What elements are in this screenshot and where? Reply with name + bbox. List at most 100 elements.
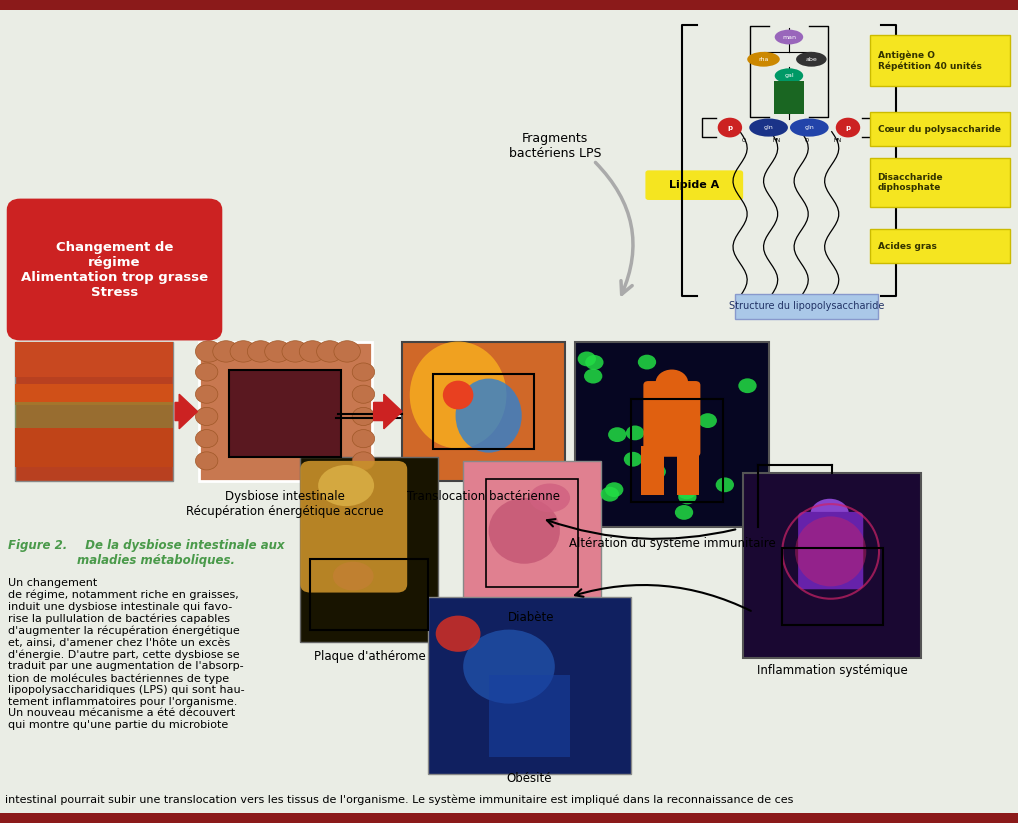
- Text: Translocation bactérienne: Translocation bactérienne: [407, 490, 560, 503]
- Ellipse shape: [775, 68, 803, 83]
- Text: intestinal pourrait subir une translocation vers les tissus de l'organisme. Le s: intestinal pourrait subir une translocat…: [5, 794, 793, 805]
- Text: Acides gras: Acides gras: [878, 242, 937, 250]
- FancyBboxPatch shape: [798, 512, 863, 589]
- Text: gln: gln: [804, 125, 814, 130]
- Bar: [433, 374, 534, 449]
- Circle shape: [624, 452, 642, 467]
- FancyArrow shape: [175, 394, 197, 429]
- Bar: [15, 342, 173, 377]
- Circle shape: [195, 430, 218, 448]
- Circle shape: [584, 369, 603, 384]
- Bar: [0, 813, 1018, 823]
- Bar: [743, 473, 921, 658]
- Bar: [774, 81, 804, 114]
- Text: Lipide A: Lipide A: [669, 180, 720, 190]
- Circle shape: [676, 395, 694, 410]
- Circle shape: [698, 413, 717, 428]
- Text: gal: gal: [784, 73, 794, 78]
- Circle shape: [317, 341, 343, 362]
- Text: HN: HN: [773, 138, 781, 143]
- Bar: [782, 548, 883, 625]
- Circle shape: [675, 505, 693, 520]
- Circle shape: [626, 425, 644, 440]
- Text: Obésité: Obésité: [507, 772, 552, 785]
- Circle shape: [247, 341, 274, 362]
- Bar: [631, 399, 723, 502]
- FancyBboxPatch shape: [735, 294, 878, 319]
- Text: Fragments
bactériens LPS: Fragments bactériens LPS: [509, 132, 601, 160]
- Circle shape: [352, 363, 375, 381]
- Bar: [15, 402, 173, 433]
- Bar: [489, 675, 570, 757]
- Text: p: p: [727, 124, 733, 131]
- Text: O: O: [805, 138, 809, 143]
- Text: Changement de
régime
Alimentation trop grasse
Stress: Changement de régime Alimentation trop g…: [21, 240, 208, 299]
- Circle shape: [585, 355, 604, 370]
- Circle shape: [436, 616, 480, 652]
- Ellipse shape: [489, 498, 560, 564]
- Circle shape: [601, 486, 619, 501]
- Bar: [15, 384, 173, 405]
- Text: HN: HN: [834, 138, 842, 143]
- Text: Cœur du polysaccharide: Cœur du polysaccharide: [878, 125, 1001, 133]
- Circle shape: [836, 118, 860, 137]
- Circle shape: [213, 341, 239, 362]
- Text: gln: gln: [764, 125, 774, 130]
- Text: rha: rha: [758, 57, 769, 62]
- Circle shape: [334, 341, 360, 362]
- Circle shape: [195, 452, 218, 470]
- Bar: [870, 35, 1010, 86]
- Circle shape: [299, 341, 326, 362]
- Ellipse shape: [775, 30, 803, 44]
- Text: Plaque d'athérome: Plaque d'athérome: [314, 650, 426, 663]
- Bar: [428, 597, 631, 774]
- Circle shape: [230, 341, 257, 362]
- Circle shape: [352, 452, 375, 470]
- Bar: [310, 560, 428, 630]
- Bar: [486, 479, 578, 587]
- FancyBboxPatch shape: [643, 381, 700, 457]
- Text: p: p: [845, 124, 851, 131]
- FancyBboxPatch shape: [8, 200, 221, 339]
- Bar: [870, 229, 1010, 263]
- Circle shape: [647, 464, 666, 479]
- Ellipse shape: [795, 517, 866, 586]
- Circle shape: [677, 485, 695, 500]
- Circle shape: [195, 363, 218, 381]
- Ellipse shape: [529, 484, 570, 512]
- Bar: [641, 446, 664, 495]
- Bar: [0, 0, 1018, 10]
- Text: Diabète: Diabète: [508, 611, 555, 624]
- Ellipse shape: [810, 499, 849, 530]
- Bar: [402, 342, 565, 481]
- Text: Figure 2.: Figure 2.: [8, 539, 67, 552]
- Bar: [575, 342, 769, 527]
- Text: Disaccharide
diphosphate: Disaccharide diphosphate: [878, 173, 943, 193]
- Ellipse shape: [796, 52, 827, 67]
- Circle shape: [638, 355, 657, 370]
- Ellipse shape: [790, 119, 829, 137]
- Circle shape: [352, 407, 375, 425]
- Bar: [15, 342, 173, 481]
- Text: Antigène O
Répétition 40 unités: Antigène O Répétition 40 unités: [878, 51, 981, 71]
- FancyBboxPatch shape: [300, 461, 407, 593]
- Circle shape: [195, 341, 222, 362]
- Bar: [199, 342, 372, 481]
- Bar: [300, 457, 438, 642]
- Text: O: O: [742, 138, 746, 143]
- FancyArrow shape: [374, 394, 402, 429]
- Circle shape: [718, 118, 742, 137]
- Ellipse shape: [463, 630, 555, 704]
- Text: Inflammation systémique: Inflammation systémique: [757, 664, 908, 677]
- Circle shape: [195, 385, 218, 403]
- FancyBboxPatch shape: [645, 170, 743, 200]
- Bar: [870, 112, 1010, 146]
- Circle shape: [678, 490, 696, 504]
- Text: Un changement
de régime, notamment riche en graisses,
induit une dysbiose intest: Un changement de régime, notamment riche…: [8, 578, 244, 730]
- Bar: [463, 461, 601, 605]
- Bar: [229, 370, 341, 457]
- Text: man: man: [782, 35, 796, 40]
- Circle shape: [716, 477, 734, 492]
- Circle shape: [352, 385, 375, 403]
- Ellipse shape: [747, 52, 780, 67]
